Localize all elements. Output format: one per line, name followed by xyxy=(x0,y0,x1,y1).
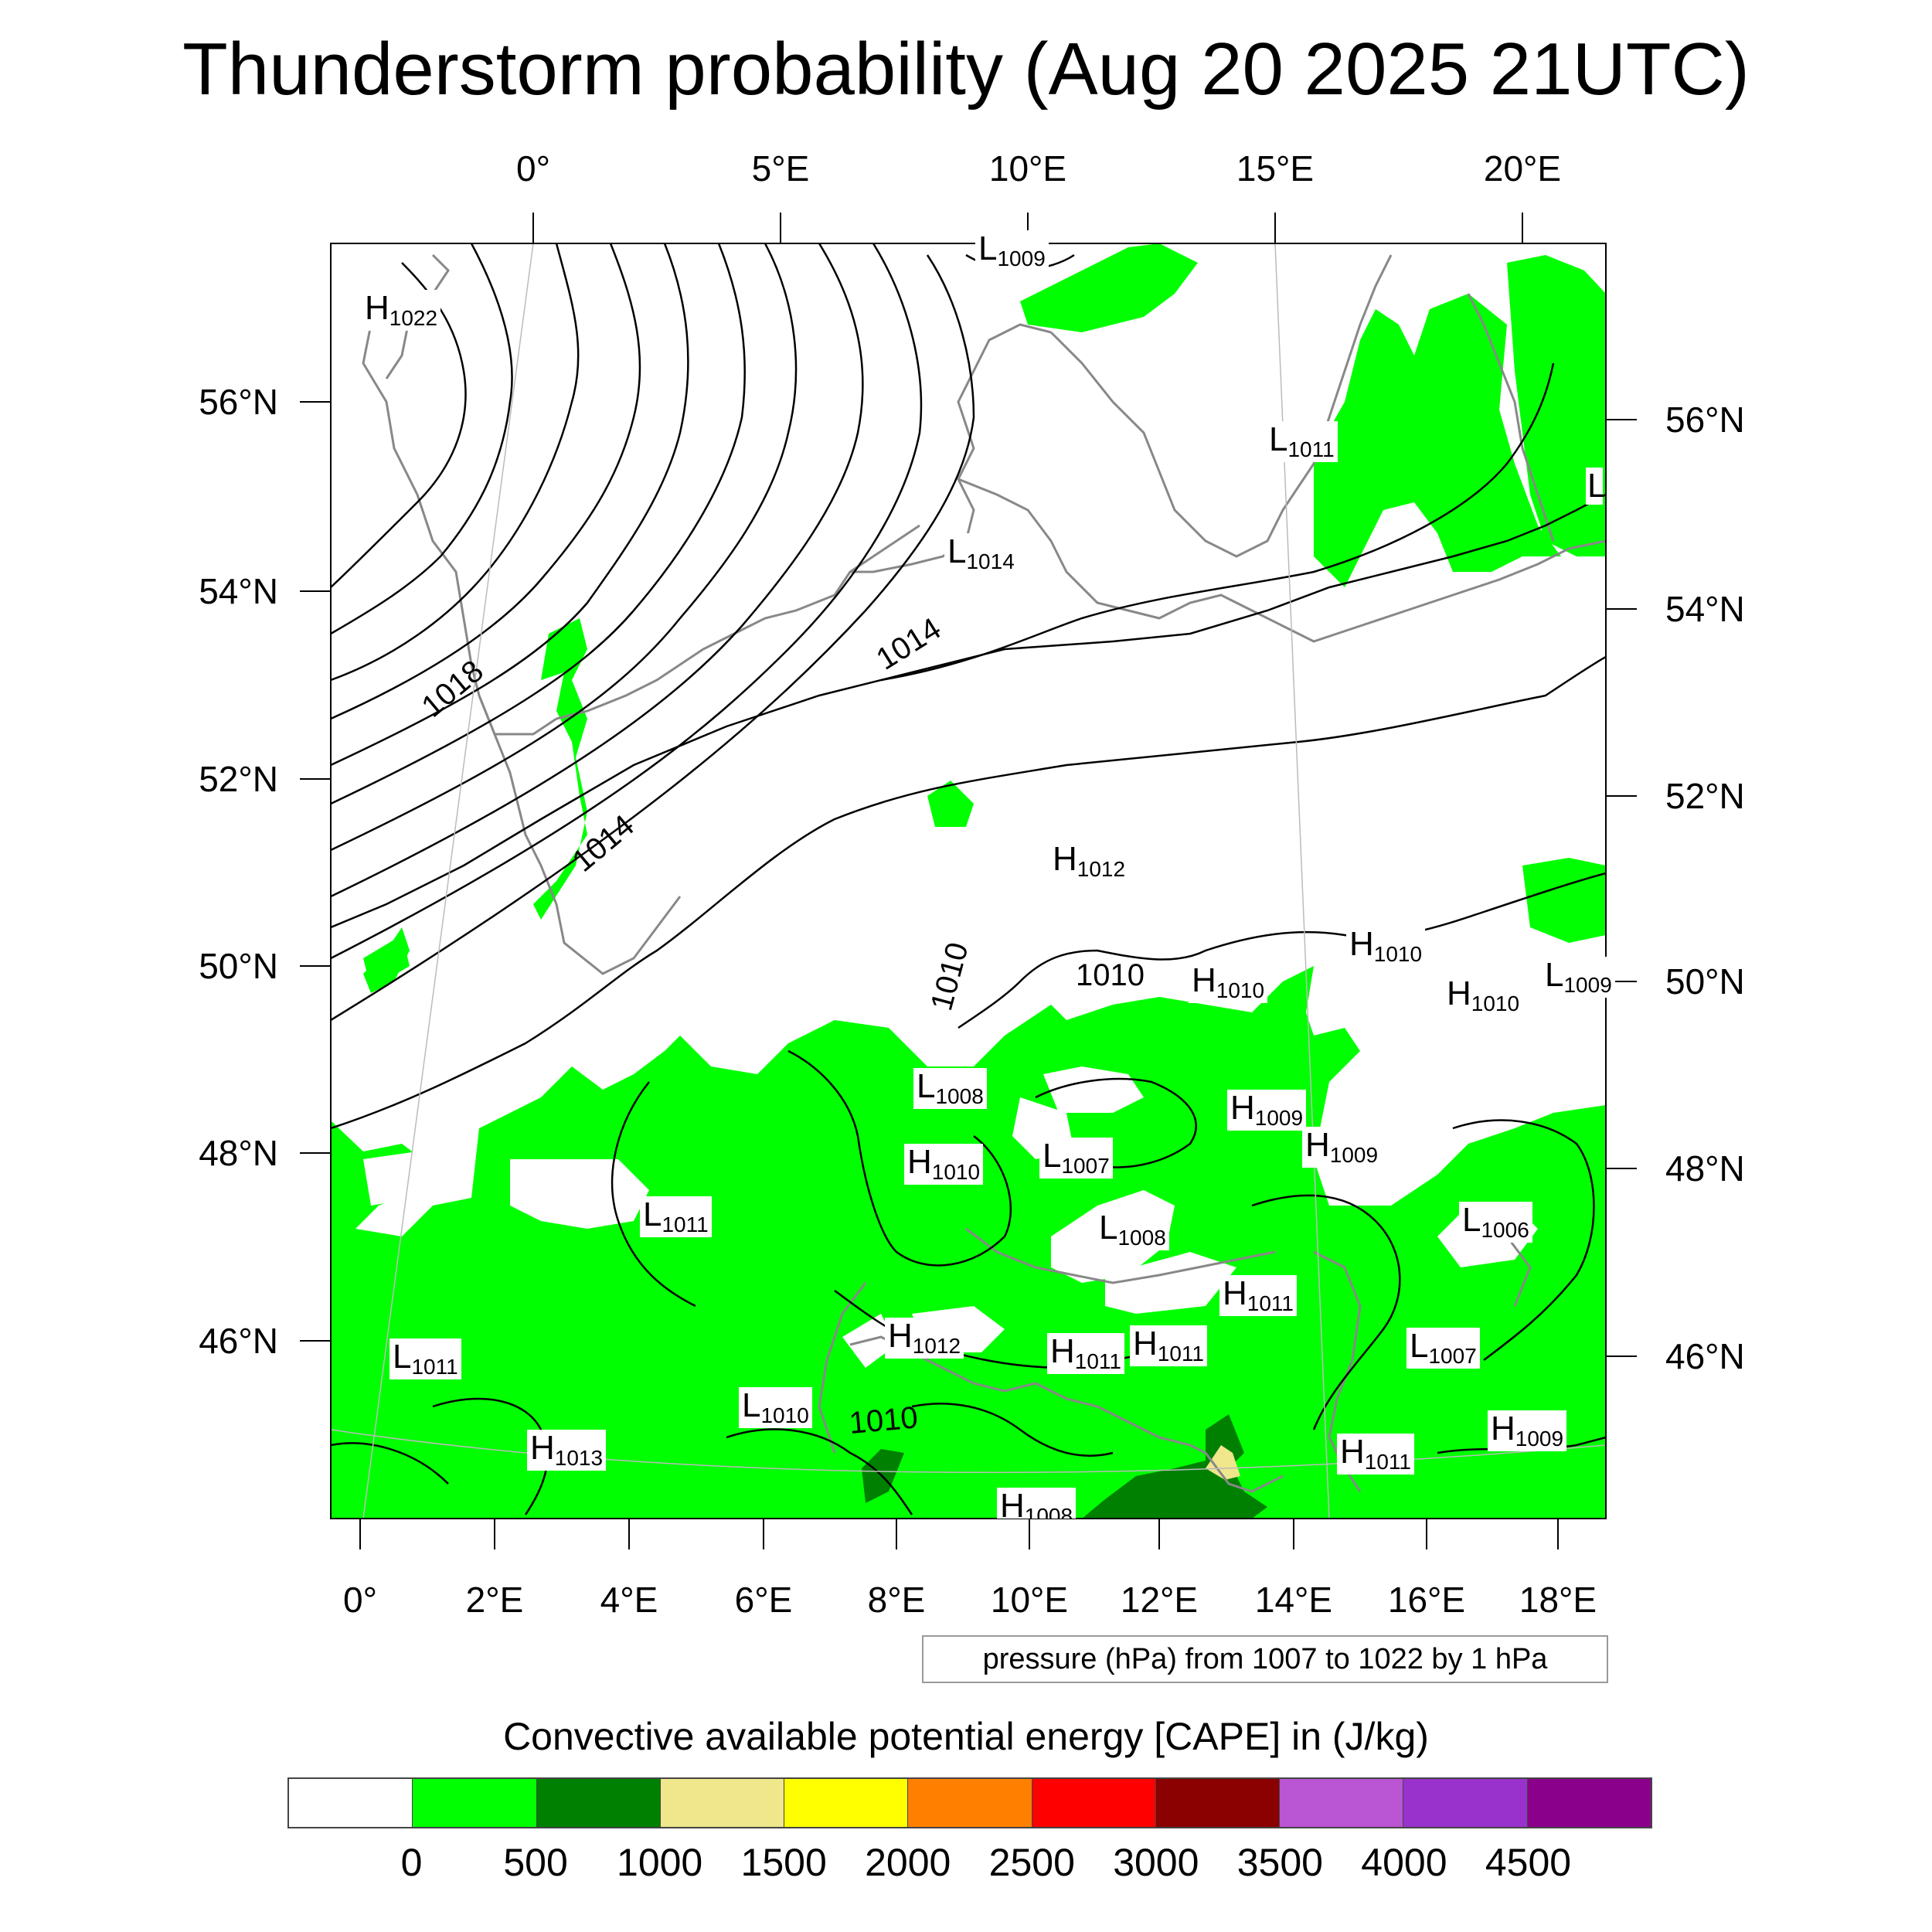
cape-region-baltic-west xyxy=(1314,294,1561,587)
colorbar xyxy=(287,1777,1652,1828)
pressure-center: H1011 xyxy=(1337,1434,1414,1475)
contour-info-box: pressure (hPa) from 1007 to 1022 by 1 hP… xyxy=(922,1635,1608,1683)
lon-label-bottom: 0° xyxy=(343,1580,377,1620)
colorbar-box xyxy=(1032,1779,1156,1827)
cape-region-baltic-east xyxy=(1507,255,1606,556)
isobar-label: 1018 xyxy=(416,654,490,724)
pressure-center: L1006 xyxy=(1459,1202,1532,1243)
colorbar-level-label: 4500 xyxy=(1485,1841,1572,1884)
colorbar-box xyxy=(1155,1779,1281,1827)
pressure-center: H1013 xyxy=(527,1430,607,1471)
cape-region-poland xyxy=(1522,858,1606,943)
colorbar-box xyxy=(660,1779,785,1827)
lon-label-bottom: 16°E xyxy=(1387,1580,1466,1620)
pressure-center: L1009 xyxy=(1542,957,1615,998)
colorbar-box xyxy=(908,1779,1032,1827)
lon-label-top: 0° xyxy=(516,148,550,189)
cape-1000-1500 xyxy=(1206,1445,1240,1480)
pressure-center: H1010 xyxy=(1189,962,1268,1003)
lon-label-bottom: 14°E xyxy=(1254,1580,1333,1620)
colorbar-box xyxy=(1403,1779,1528,1827)
lat-label-right: 50°N xyxy=(1665,961,1745,1002)
pressure-center: H1009 xyxy=(1302,1127,1382,1168)
colorbar-level-label: 4000 xyxy=(1361,1841,1447,1884)
lon-label-top: 10°E xyxy=(988,148,1067,189)
colorbar-box xyxy=(1527,1779,1651,1827)
lat-label-right: 48°N xyxy=(1665,1148,1745,1189)
pressure-center: L1007 xyxy=(1039,1138,1113,1179)
colorbar-level-label: 3000 xyxy=(1113,1841,1199,1884)
lat-label-left: 54°N xyxy=(199,571,278,611)
pressure-center: H1012 xyxy=(1049,841,1129,882)
isobar-label: 1010 xyxy=(848,1400,919,1440)
pressure-center: L1011 xyxy=(1266,421,1338,462)
colorbar-box xyxy=(536,1779,661,1827)
colorbar-box xyxy=(1280,1779,1404,1827)
colorbar-level-label: 2000 xyxy=(865,1841,951,1884)
lon-label-bottom: 12°E xyxy=(1120,1580,1199,1620)
pressure-center: H1011 xyxy=(1219,1275,1297,1316)
lat-label-right: 52°N xyxy=(1665,776,1745,816)
cape-region-benelux xyxy=(533,618,587,920)
pressure-center: H1011 xyxy=(1130,1325,1207,1366)
isobar-label: 1010 xyxy=(924,939,975,1014)
lon-label-bottom: 10°E xyxy=(990,1580,1069,1620)
pressure-center: H1010 xyxy=(1346,926,1426,967)
colorbar-box xyxy=(784,1779,909,1827)
pressure-center: L1007 xyxy=(1406,1328,1480,1369)
pressure-center: H1010 xyxy=(1444,975,1523,1016)
lon-label-bottom: 18°E xyxy=(1519,1580,1597,1620)
cape-region-north xyxy=(1020,243,1198,332)
pressure-center: L1008 xyxy=(913,1068,987,1109)
lon-label-top: 20°E xyxy=(1483,148,1562,189)
lat-label-right: 56°N xyxy=(1665,400,1745,440)
colorbar-level-label: 1500 xyxy=(740,1841,827,1884)
colorbar-level-label: 3500 xyxy=(1236,1841,1323,1884)
pressure-center-cut: L xyxy=(1586,468,1603,505)
pressure-center: L1010 xyxy=(739,1387,812,1428)
pressure-center: L1009 xyxy=(975,230,1049,271)
map-title: Thunderstorm probability (Aug 20 2025 21… xyxy=(182,28,1750,111)
colorbar-box xyxy=(289,1779,413,1827)
coastlines xyxy=(362,253,1606,1493)
pressure-center: L1014 xyxy=(944,533,1018,574)
pressure-center: L1011 xyxy=(389,1338,461,1379)
lon-label-top: 5°E xyxy=(751,148,810,189)
cape-region-germany xyxy=(927,781,974,827)
cape-region-south xyxy=(331,966,1606,1519)
colorbar-level-label: 1000 xyxy=(617,1841,703,1884)
colorbar-box xyxy=(413,1779,537,1827)
lat-label-left: 56°N xyxy=(199,382,278,422)
colorbar-level-label: 0 xyxy=(400,1841,423,1884)
pressure-center: H1009 xyxy=(1488,1410,1567,1451)
colorbar-level-label: 2500 xyxy=(988,1841,1075,1884)
lon-label-bottom: 4°E xyxy=(600,1580,658,1620)
pressure-center: H1010 xyxy=(904,1144,984,1185)
lat-label-left: 50°N xyxy=(199,946,278,986)
pressure-center: H1011 xyxy=(1047,1333,1124,1374)
pressure-center: H1012 xyxy=(885,1318,964,1359)
lon-label-top: 15°E xyxy=(1236,148,1315,189)
lon-label-bottom: 8°E xyxy=(867,1580,926,1620)
colorbar-level-label: 500 xyxy=(503,1841,568,1884)
isobar-label: 1010 xyxy=(1076,958,1145,992)
pressure-center: H1008 xyxy=(997,1488,1077,1519)
pressure-center: H1009 xyxy=(1227,1090,1307,1131)
lat-label-left: 48°N xyxy=(199,1133,278,1173)
legend-title: Convective available potential energy [C… xyxy=(503,1715,1429,1758)
cape-region-west-spot xyxy=(363,935,410,989)
lat-label-left: 52°N xyxy=(199,759,278,799)
pressure-center: H1022 xyxy=(362,290,441,331)
lat-label-left: 46°N xyxy=(199,1321,278,1361)
lat-label-right: 54°N xyxy=(1665,589,1745,629)
lon-label-bottom: 2°E xyxy=(465,1580,524,1620)
pressure-center: L1008 xyxy=(1096,1209,1169,1250)
isobars xyxy=(331,243,1606,1515)
lat-label-right: 46°N xyxy=(1665,1336,1745,1376)
pressure-center: L1011 xyxy=(640,1196,712,1237)
lon-label-bottom: 6°E xyxy=(734,1580,793,1620)
plot-frame xyxy=(330,243,1607,1519)
